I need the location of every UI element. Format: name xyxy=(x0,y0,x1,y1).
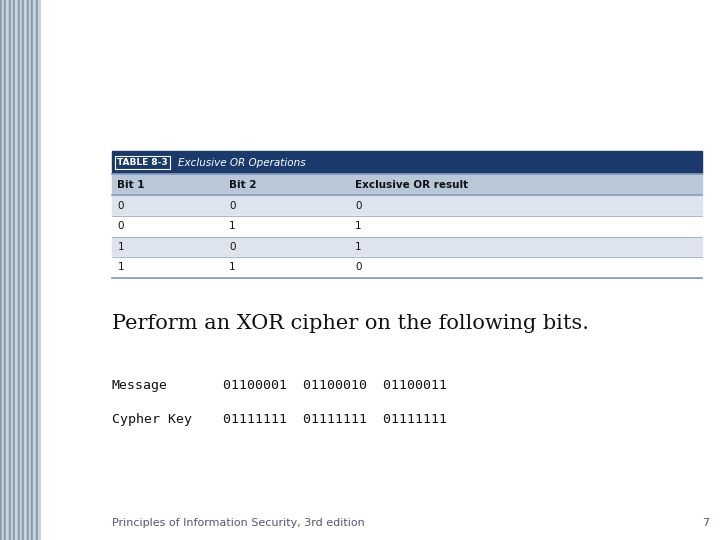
Text: 01111111  01111111  01111111: 01111111 01111111 01111111 xyxy=(223,413,447,426)
Bar xyxy=(112,151,702,278)
Text: 0: 0 xyxy=(355,201,361,211)
Bar xyxy=(18,0,20,540)
Bar xyxy=(11,0,14,540)
Bar xyxy=(112,216,702,237)
Bar xyxy=(112,257,702,278)
Text: 1: 1 xyxy=(229,221,235,231)
Text: 0: 0 xyxy=(117,221,124,231)
Text: 1: 1 xyxy=(355,221,361,231)
Bar xyxy=(112,237,702,257)
Text: 1: 1 xyxy=(229,262,235,272)
Bar xyxy=(115,154,169,171)
Text: Bit 1: Bit 1 xyxy=(117,180,145,190)
Bar xyxy=(29,0,32,540)
Bar xyxy=(112,174,702,195)
Bar xyxy=(38,0,40,540)
Bar xyxy=(15,0,18,540)
Text: 1: 1 xyxy=(117,262,124,272)
Text: 1: 1 xyxy=(117,242,124,252)
Text: Message: Message xyxy=(112,379,168,392)
Text: Exclusive OR result: Exclusive OR result xyxy=(355,180,468,190)
Bar xyxy=(2,0,4,540)
Text: Perform an XOR cipher on the following bits.: Perform an XOR cipher on the following b… xyxy=(112,314,589,333)
Text: TABLE 8-3: TABLE 8-3 xyxy=(117,158,168,167)
Bar xyxy=(20,0,22,540)
Text: 0: 0 xyxy=(229,242,235,252)
Bar xyxy=(9,0,11,540)
Text: 01100001  01100010  01100011: 01100001 01100010 01100011 xyxy=(223,379,447,392)
Bar xyxy=(4,0,6,540)
Bar xyxy=(14,0,15,540)
Bar xyxy=(33,0,36,540)
Text: Principles of Information Security, 3rd edition: Principles of Information Security, 3rd … xyxy=(112,518,364,528)
Bar xyxy=(32,0,33,540)
Bar xyxy=(0,0,2,540)
Text: Bit 2: Bit 2 xyxy=(229,180,256,190)
Text: 1: 1 xyxy=(355,242,361,252)
Text: 0: 0 xyxy=(355,262,361,272)
Text: Cypher Key: Cypher Key xyxy=(112,413,192,426)
Text: Exclusive OR Operations: Exclusive OR Operations xyxy=(178,158,305,167)
Bar xyxy=(112,195,702,216)
Text: 0: 0 xyxy=(117,201,124,211)
Text: 7: 7 xyxy=(702,518,709,528)
Bar xyxy=(6,0,9,540)
Bar xyxy=(112,151,702,174)
Bar xyxy=(24,0,27,540)
Bar xyxy=(36,0,38,540)
Text: 0: 0 xyxy=(229,201,235,211)
Bar xyxy=(22,0,24,540)
Bar xyxy=(27,0,29,540)
